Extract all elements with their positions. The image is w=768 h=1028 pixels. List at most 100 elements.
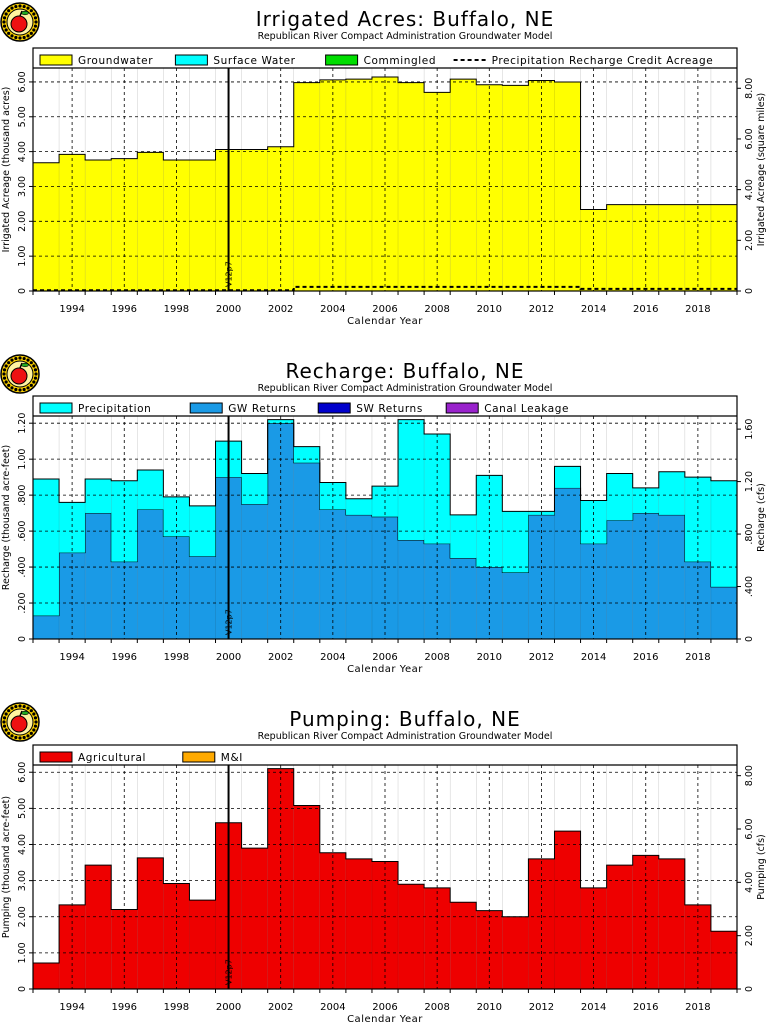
logo-dot bbox=[10, 706, 14, 710]
legend-label: Canal Leakage bbox=[484, 403, 569, 415]
xtick-label: 2008 bbox=[424, 304, 449, 315]
bar bbox=[554, 487, 581, 639]
ytick-label-left: 6.00 bbox=[17, 71, 28, 92]
ytick-label-left: 1.00 bbox=[17, 942, 28, 963]
logo-leaf bbox=[21, 710, 29, 716]
legend: Agricultural M&I bbox=[39, 751, 242, 764]
xtick-label: 2012 bbox=[529, 652, 554, 663]
logo-dot bbox=[2, 716, 7, 720]
logo-dot bbox=[10, 386, 14, 390]
logo-dot bbox=[14, 356, 18, 361]
legend-label: Surface Water bbox=[213, 55, 295, 67]
bar bbox=[241, 473, 268, 505]
xtick-label: 1994 bbox=[59, 1002, 84, 1013]
xtick-label: 2004 bbox=[320, 652, 345, 663]
ytick-label-left: .400 bbox=[17, 556, 28, 577]
xtick-label: 1996 bbox=[112, 1002, 137, 1013]
logo-dot bbox=[18, 736, 22, 740]
bar bbox=[398, 884, 425, 989]
legend-label: GW Returns bbox=[228, 403, 296, 415]
chart-title: Recharge: Buffalo, NE bbox=[285, 359, 524, 383]
logo-dot bbox=[32, 728, 36, 732]
xtick-label: 2002 bbox=[268, 304, 293, 315]
ytick-label-right: 4.00 bbox=[744, 872, 755, 893]
bar bbox=[189, 900, 216, 989]
bar bbox=[710, 586, 737, 639]
xtick-label: 2008 bbox=[424, 652, 449, 663]
ytick-label-right: 0 bbox=[744, 986, 755, 992]
ytick-label-left: 0 bbox=[17, 288, 28, 294]
logo-dot bbox=[33, 376, 38, 380]
xtick-label: 2010 bbox=[477, 304, 502, 315]
xtick-label: 2014 bbox=[581, 304, 606, 315]
logo-dot bbox=[29, 9, 33, 13]
ytick-label-right: 6.00 bbox=[744, 128, 755, 149]
logo-dot bbox=[22, 4, 26, 9]
xtick-label: 2010 bbox=[477, 1002, 502, 1013]
bar bbox=[241, 504, 268, 639]
logo-dot bbox=[2, 376, 7, 380]
xtick-label: 1994 bbox=[59, 304, 84, 315]
ytick-label-right: 2.00 bbox=[744, 925, 755, 946]
bar bbox=[85, 159, 112, 291]
plot-frame bbox=[32, 744, 738, 990]
bar bbox=[710, 480, 737, 587]
ytick-label-right: 4.00 bbox=[744, 179, 755, 200]
ytick-label-right: 1.60 bbox=[744, 419, 755, 440]
bar bbox=[502, 85, 529, 291]
bar bbox=[189, 159, 216, 291]
bar bbox=[450, 558, 477, 639]
legend-label: Commingled bbox=[364, 55, 437, 67]
bar bbox=[137, 469, 164, 510]
xtick-label: 2004 bbox=[320, 304, 345, 315]
xtick-label: 2004 bbox=[320, 1002, 345, 1013]
legend: Precipitation GW Returns SW Returns Canal L… bbox=[39, 402, 569, 415]
y-axis-label-left: Recharge (thousand acre-feet) bbox=[1, 445, 12, 590]
xtick-label: 2016 bbox=[633, 652, 658, 663]
ytick-label-left: .200 bbox=[17, 592, 28, 613]
bar bbox=[450, 514, 477, 559]
xtick-label: 1994 bbox=[59, 652, 84, 663]
bar bbox=[345, 498, 372, 515]
legend-label: Precipitation Recharge Credit Acreage bbox=[492, 55, 714, 67]
logo-dot bbox=[4, 28, 8, 32]
legend-swatch bbox=[189, 402, 223, 414]
xtick-label: 1998 bbox=[164, 652, 189, 663]
logo-dot bbox=[2, 20, 6, 24]
ytick-label-left: 1.20 bbox=[17, 413, 28, 434]
ytick-label-right: 1.20 bbox=[744, 471, 755, 492]
logo-dot bbox=[33, 716, 38, 720]
logo-dot bbox=[29, 31, 33, 35]
logo-dot bbox=[10, 34, 14, 38]
bar bbox=[85, 513, 112, 639]
logo-dot bbox=[32, 28, 36, 32]
logo-dot bbox=[14, 35, 18, 40]
bar bbox=[606, 204, 633, 291]
legend-swatch bbox=[445, 402, 479, 414]
logo-dot bbox=[22, 387, 26, 392]
legend-swatch bbox=[39, 402, 73, 414]
bar bbox=[33, 478, 60, 616]
xtick-label: 2006 bbox=[372, 1002, 397, 1013]
logo-dot bbox=[22, 704, 26, 709]
bar bbox=[398, 419, 425, 541]
ytick-label-left: 2.00 bbox=[17, 906, 28, 927]
bar bbox=[241, 149, 268, 291]
legend-label: Groundwater bbox=[78, 55, 153, 67]
annotation-label: V12p7 bbox=[225, 261, 234, 287]
logo-apple-icon bbox=[10, 367, 28, 385]
xtick-label: 2016 bbox=[633, 304, 658, 315]
chart-title: Pumping: Buffalo, NE bbox=[289, 707, 520, 731]
xtick-label: 2012 bbox=[529, 304, 554, 315]
bar bbox=[293, 805, 320, 989]
ytick-label-left: 0 bbox=[17, 636, 28, 642]
logo-dot bbox=[2, 372, 6, 376]
bar bbox=[658, 204, 685, 291]
logo-leaf bbox=[21, 10, 29, 16]
bar bbox=[658, 471, 685, 515]
legend: Groundwater Surface Water Commingled Precip… bbox=[39, 54, 714, 67]
bar bbox=[59, 154, 86, 291]
